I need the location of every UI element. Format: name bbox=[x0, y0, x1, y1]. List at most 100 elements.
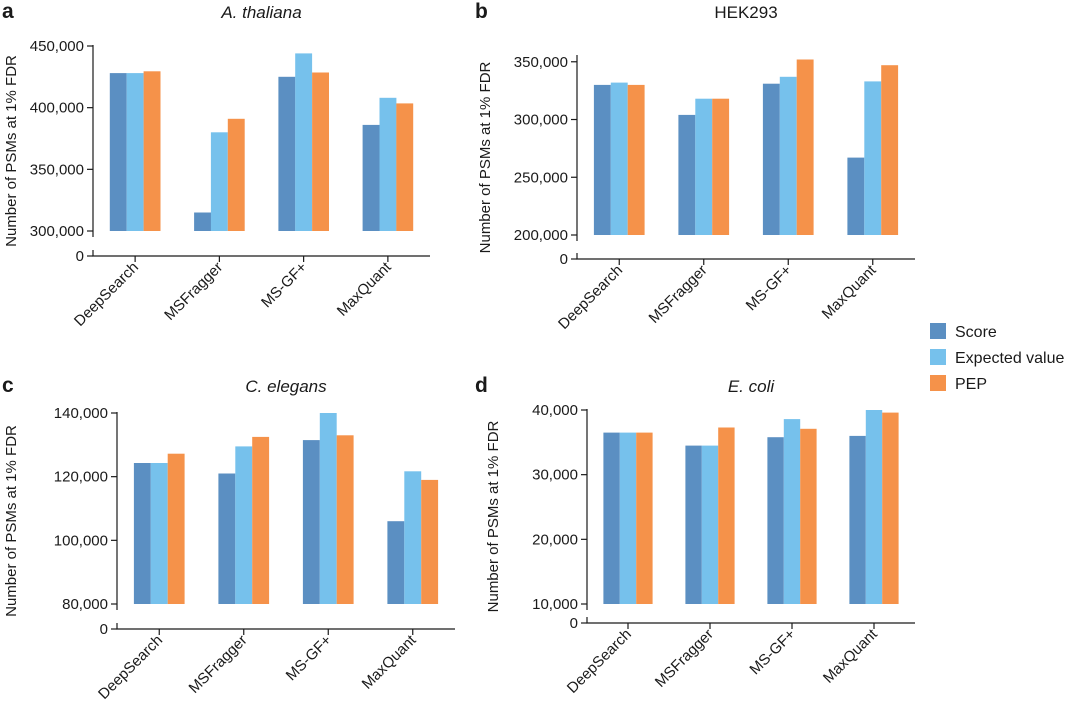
bar bbox=[593, 84, 611, 236]
bar bbox=[227, 118, 245, 231]
bar bbox=[619, 432, 637, 604]
bar bbox=[783, 419, 801, 604]
y-tick-label: 30,000 bbox=[532, 467, 578, 484]
x-tick-label: MS-GF+ bbox=[258, 259, 311, 312]
y-tick-label: 350,000 bbox=[514, 54, 568, 71]
y-tick-label: 10,000 bbox=[532, 596, 578, 613]
x-tick-label: MS-GF+ bbox=[746, 626, 799, 679]
y-tick-label: 40,000 bbox=[532, 402, 578, 419]
x-tick-label: DeepSearch bbox=[95, 632, 166, 703]
panel-a: a A. thaliana Number of PSMs at 1% FDR 0 300… bbox=[2, 0, 430, 330]
y-tick-label: 400,000 bbox=[30, 100, 84, 117]
panel-c: c C. elegans Number of PSMs at 1% FDR 0 80,0… bbox=[2, 374, 455, 703]
bar bbox=[712, 98, 730, 235]
y-tick-label: 350,000 bbox=[30, 161, 84, 178]
bar bbox=[235, 446, 253, 604]
x-tick-label: MSFragger bbox=[646, 262, 711, 327]
y-tick-label: 250,000 bbox=[514, 169, 568, 186]
x-tick-label: MaxQuant bbox=[334, 258, 396, 320]
bar bbox=[109, 73, 127, 231]
bar bbox=[865, 410, 883, 604]
bar bbox=[396, 103, 414, 231]
x-tick-label: MS-GF+ bbox=[743, 262, 796, 315]
bar bbox=[685, 445, 702, 604]
x-tick-label: DeepSearch bbox=[71, 259, 142, 330]
bar bbox=[194, 212, 211, 231]
legend-label: Score bbox=[955, 324, 997, 341]
y-tick-label: 450,000 bbox=[30, 38, 84, 55]
bar bbox=[881, 65, 899, 235]
y-tick-label: 120,000 bbox=[54, 469, 108, 486]
bar bbox=[404, 471, 422, 604]
x-tick-label: MS-GF+ bbox=[283, 632, 336, 685]
legend-label: PEP bbox=[955, 376, 987, 393]
x-tick-label: DeepSearch bbox=[555, 262, 626, 333]
x-tick-label: MSFragger bbox=[186, 632, 251, 697]
y-axis-title: Number of PSMs at 1% FDR bbox=[3, 425, 20, 617]
legend: Score Expected value PEP bbox=[930, 323, 1065, 393]
bar bbox=[610, 82, 628, 235]
bar bbox=[849, 435, 866, 604]
bar bbox=[779, 76, 797, 235]
bar bbox=[167, 453, 185, 604]
bar bbox=[312, 72, 329, 231]
bar bbox=[695, 98, 713, 235]
y-tick-label: 0 bbox=[100, 621, 108, 638]
bar bbox=[603, 432, 620, 604]
y-axis-title: Number of PSMs at 1% FDR bbox=[485, 420, 502, 612]
bar bbox=[252, 436, 270, 604]
y-tick-label: 0 bbox=[560, 251, 568, 268]
x-tick-label: MaxQuant bbox=[359, 631, 421, 693]
y-tick-label: 0 bbox=[76, 248, 84, 265]
bar bbox=[767, 437, 784, 604]
bar bbox=[278, 76, 296, 231]
legend-swatch bbox=[930, 349, 946, 365]
y-tick-label: 300,000 bbox=[514, 112, 568, 129]
x-tick-label: MaxQuant bbox=[819, 261, 881, 323]
bar bbox=[218, 473, 236, 604]
panel-letter: b bbox=[475, 0, 488, 23]
chart-title: C. elegans bbox=[245, 377, 327, 396]
bar bbox=[864, 81, 882, 236]
bar bbox=[678, 114, 696, 235]
y-tick-label: 140,000 bbox=[54, 405, 108, 422]
bar bbox=[295, 53, 313, 232]
x-tick-label: MSFragger bbox=[652, 626, 717, 691]
bar bbox=[847, 157, 865, 235]
y-tick-label: 0 bbox=[570, 615, 578, 632]
y-tick-label: 80,000 bbox=[62, 596, 108, 613]
bar bbox=[379, 97, 397, 231]
bar bbox=[796, 59, 814, 235]
bar bbox=[143, 71, 161, 231]
bar bbox=[150, 463, 168, 604]
panel-letter: a bbox=[2, 0, 14, 23]
legend-swatch bbox=[930, 375, 946, 391]
legend-label: Expected value bbox=[955, 350, 1065, 367]
bar bbox=[718, 427, 735, 604]
bar bbox=[421, 479, 439, 604]
x-tick-label: DeepSearch bbox=[564, 626, 635, 697]
panel-b: b HEK293 Number of PSMs at 1% FDR 0 200,000 2… bbox=[475, 0, 915, 333]
bar bbox=[762, 83, 780, 235]
bar bbox=[701, 445, 719, 604]
bar bbox=[210, 132, 228, 231]
y-tick-label: 200,000 bbox=[514, 227, 568, 244]
legend-swatch bbox=[930, 323, 946, 339]
bar bbox=[336, 435, 354, 604]
bar bbox=[319, 413, 337, 604]
bar bbox=[636, 432, 653, 604]
x-tick-label: MSFragger bbox=[161, 259, 226, 324]
x-tick-label: MaxQuant bbox=[820, 625, 882, 687]
y-axis-title: Number of PSMs at 1% FDR bbox=[3, 55, 20, 247]
bar bbox=[302, 440, 320, 604]
bar bbox=[126, 73, 144, 231]
bar bbox=[362, 124, 380, 231]
bar bbox=[133, 463, 151, 604]
y-tick-label: 100,000 bbox=[54, 532, 108, 549]
bar bbox=[882, 412, 899, 604]
bar bbox=[387, 521, 405, 604]
y-tick-label: 300,000 bbox=[30, 223, 84, 240]
panel-letter: c bbox=[2, 374, 14, 397]
panel-d: d E. coli Number of PSMs at 1% FDR 0 10,000 2… bbox=[475, 374, 915, 697]
